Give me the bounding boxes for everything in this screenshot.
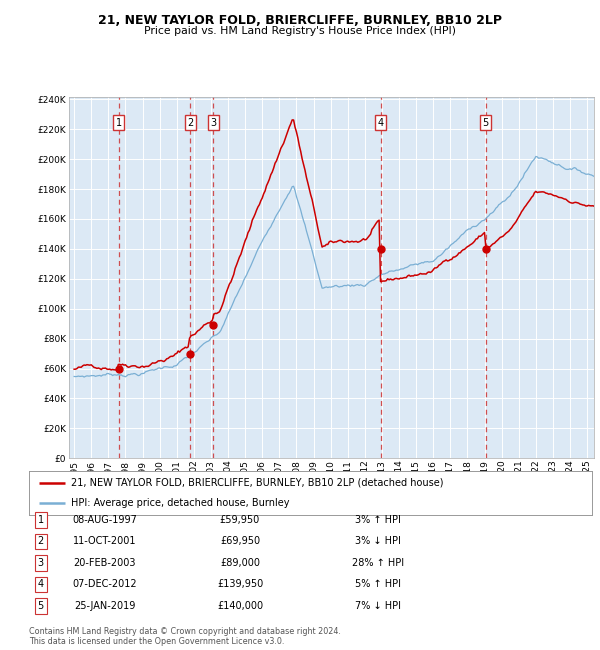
Text: £59,950: £59,950 (220, 515, 260, 525)
Text: 11-OCT-2001: 11-OCT-2001 (73, 536, 137, 547)
Text: £89,000: £89,000 (220, 558, 260, 568)
Text: 1: 1 (38, 515, 44, 525)
Text: 7% ↓ HPI: 7% ↓ HPI (355, 601, 401, 611)
Text: 4: 4 (38, 579, 44, 590)
Text: This data is licensed under the Open Government Licence v3.0.: This data is licensed under the Open Gov… (29, 637, 284, 646)
Text: 3: 3 (210, 118, 216, 127)
Text: Price paid vs. HM Land Registry's House Price Index (HPI): Price paid vs. HM Land Registry's House … (144, 26, 456, 36)
Text: 3: 3 (38, 558, 44, 568)
Text: 4: 4 (377, 118, 384, 127)
Text: £69,950: £69,950 (220, 536, 260, 547)
Text: 07-DEC-2012: 07-DEC-2012 (73, 579, 137, 590)
Text: 3% ↓ HPI: 3% ↓ HPI (355, 536, 401, 547)
Text: 5: 5 (482, 118, 489, 127)
Text: 3% ↑ HPI: 3% ↑ HPI (355, 515, 401, 525)
Text: 28% ↑ HPI: 28% ↑ HPI (352, 558, 404, 568)
Text: £140,000: £140,000 (217, 601, 263, 611)
Text: £139,950: £139,950 (217, 579, 263, 590)
Text: Contains HM Land Registry data © Crown copyright and database right 2024.: Contains HM Land Registry data © Crown c… (29, 627, 341, 636)
Text: 25-JAN-2019: 25-JAN-2019 (74, 601, 136, 611)
Text: 1: 1 (116, 118, 122, 127)
Text: 21, NEW TAYLOR FOLD, BRIERCLIFFE, BURNLEY, BB10 2LP: 21, NEW TAYLOR FOLD, BRIERCLIFFE, BURNLE… (98, 14, 502, 27)
Text: HPI: Average price, detached house, Burnley: HPI: Average price, detached house, Burn… (71, 498, 290, 508)
Text: 08-AUG-1997: 08-AUG-1997 (73, 515, 137, 525)
Text: 2: 2 (187, 118, 193, 127)
Text: 20-FEB-2003: 20-FEB-2003 (74, 558, 136, 568)
Text: 21, NEW TAYLOR FOLD, BRIERCLIFFE, BURNLEY, BB10 2LP (detached house): 21, NEW TAYLOR FOLD, BRIERCLIFFE, BURNLE… (71, 478, 443, 488)
Text: 2: 2 (38, 536, 44, 547)
Text: 5: 5 (38, 601, 44, 611)
Text: 5% ↑ HPI: 5% ↑ HPI (355, 579, 401, 590)
